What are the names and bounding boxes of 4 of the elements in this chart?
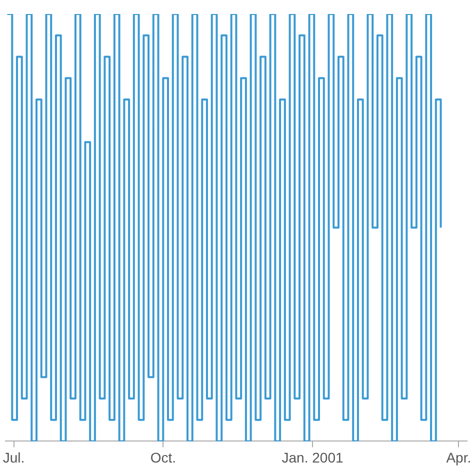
x-tick-label: Jan. 2001	[282, 449, 344, 466]
x-tick-label: Apr.	[446, 449, 472, 466]
x-tick-label: Oct.	[150, 449, 176, 466]
x-tick-label: Jul.	[2, 449, 25, 466]
